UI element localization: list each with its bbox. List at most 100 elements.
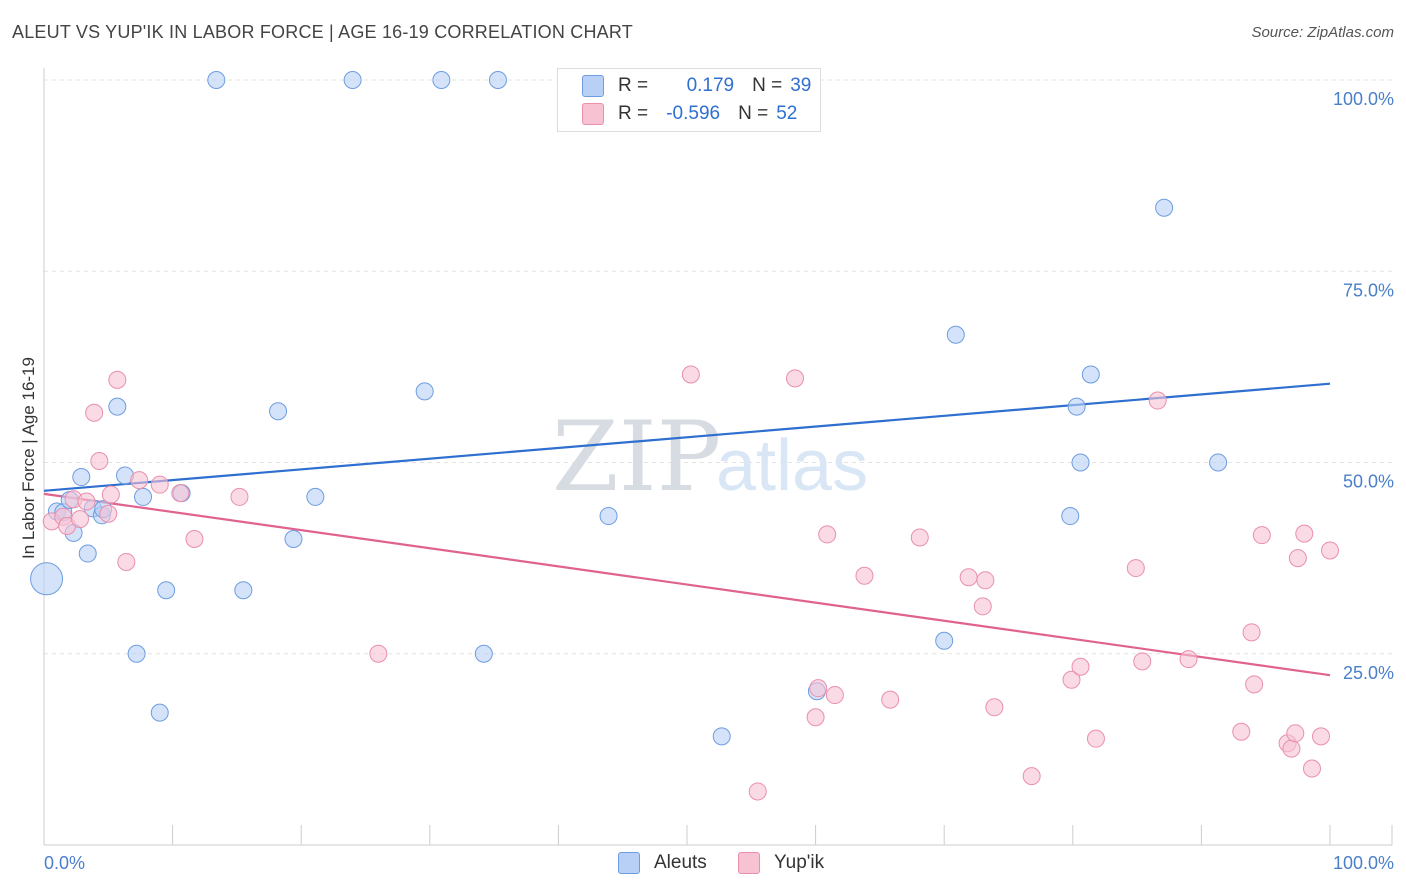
y-tick-label: 50.0% (1343, 472, 1394, 492)
yupik-point (150, 475, 169, 494)
yupik-swatch (582, 103, 604, 125)
aleut-trend-line (43, 382, 1331, 492)
yupik-point (108, 370, 127, 389)
yupik-point (1086, 729, 1105, 748)
aleut-point (1067, 397, 1086, 416)
aleut-point (474, 644, 493, 663)
aleut-point (150, 703, 169, 722)
aleut-point (157, 581, 176, 600)
aleuts-legend-swatch (618, 852, 640, 874)
yupik-point (117, 552, 136, 571)
aleut-point (343, 71, 362, 89)
yupik-point (1286, 724, 1305, 743)
aleut-point (415, 382, 434, 401)
aleut-point (108, 397, 127, 416)
aleut-point (78, 544, 97, 563)
aleut-point (1061, 507, 1080, 526)
yupik-point (1311, 727, 1330, 746)
data-points (30, 71, 1339, 801)
aleut-point (306, 487, 325, 506)
yupik-point (1071, 657, 1090, 676)
yupik-point (1252, 526, 1271, 545)
yupik-point (818, 525, 837, 544)
aleut-point (127, 644, 146, 663)
yupik-point (101, 485, 120, 504)
aleut-point (1071, 453, 1090, 472)
yupik-point (959, 568, 978, 587)
yupik-point (1245, 675, 1264, 694)
aleut-point (935, 631, 954, 650)
yupik-point (1288, 549, 1307, 568)
y-tick-label: 100.0% (1333, 89, 1394, 109)
aleut-n-label: N = (752, 75, 783, 96)
gridlines (44, 79, 1392, 655)
yupik-point (748, 782, 767, 801)
yupik-point (171, 484, 190, 503)
y-tick-label: 25.0% (1343, 663, 1394, 683)
yupik-n-label: N = (738, 103, 769, 124)
aleut-r-label: R = (618, 75, 649, 96)
yupik-point (369, 644, 388, 663)
aleut-point (1209, 453, 1228, 472)
yupik-point (910, 528, 929, 547)
yupik-point (1062, 670, 1081, 689)
yupik-point (1302, 759, 1321, 778)
yupik-point (1022, 767, 1041, 786)
yupik-point (855, 566, 874, 585)
aleut-swatch (582, 75, 604, 97)
yupik-point (976, 571, 995, 590)
aleut-point (712, 727, 731, 746)
yupik-n-value: 52 (776, 103, 798, 124)
yupik-point (786, 369, 805, 388)
aleut-point (72, 468, 91, 487)
aleuts-legend-label: Aleuts (654, 852, 707, 873)
legend-row-aleut: R = 0.179 N = 39 (582, 73, 811, 99)
y-tick-label: 75.0% (1343, 280, 1394, 300)
aleut-point (269, 402, 288, 421)
yupik-legend-label: Yup'ik (774, 852, 825, 873)
yupik-point (681, 365, 700, 384)
aleut-point (946, 325, 965, 344)
legend-item-yupik[interactable]: Yup'ik (738, 852, 824, 874)
yupik-point (99, 504, 118, 523)
yupik-r-label: R = (618, 103, 649, 124)
yupik-point (185, 530, 204, 548)
aleut-n-value: 39 (790, 75, 812, 96)
trend-lines (43, 382, 1331, 677)
series-legend: Aleuts Yup'ik (0, 852, 1406, 878)
yupik-point (1321, 541, 1339, 560)
watermark: ZIP atlas (552, 401, 868, 513)
aleut-point (284, 530, 303, 548)
yupik-point (130, 471, 149, 490)
aleut-point (30, 562, 64, 596)
aleut-point (207, 71, 226, 89)
yupik-point (881, 690, 900, 709)
yupik-point (90, 451, 109, 470)
aleut-point (599, 507, 618, 526)
yupik-point (1282, 739, 1301, 758)
x-tick-label: 100.0% (1333, 853, 1394, 873)
aleut-point (1081, 365, 1100, 384)
yupik-point (1242, 623, 1261, 642)
yupik-point (230, 487, 249, 506)
yupik-trend-line (43, 492, 1331, 677)
tick-labels: 25.0% 50.0% 75.0% 100.0% 0.0% 100.0% (44, 89, 1394, 873)
yupik-point (809, 679, 828, 698)
aleut-point (134, 487, 153, 506)
yupik-point (973, 597, 992, 616)
chart-title: ALEUT VS YUP'IK IN LABOR FORCE | AGE 16-… (12, 22, 633, 42)
yupik-point (85, 403, 104, 422)
watermark-atlas: atlas (716, 426, 868, 506)
yupik-point (1179, 650, 1198, 669)
yupik-point (71, 510, 90, 529)
legend-item-aleuts[interactable]: Aleuts (618, 852, 707, 874)
yupik-point (825, 686, 844, 705)
axes (43, 68, 1393, 846)
x-tick-label: 0.0% (44, 853, 85, 873)
aleut-point (1155, 198, 1174, 217)
yupik-point (1126, 559, 1145, 578)
yupik-point (77, 492, 96, 511)
legend-row-yupik: R = -0.596 N = 52 (582, 101, 797, 127)
yupik-point (1295, 524, 1314, 543)
